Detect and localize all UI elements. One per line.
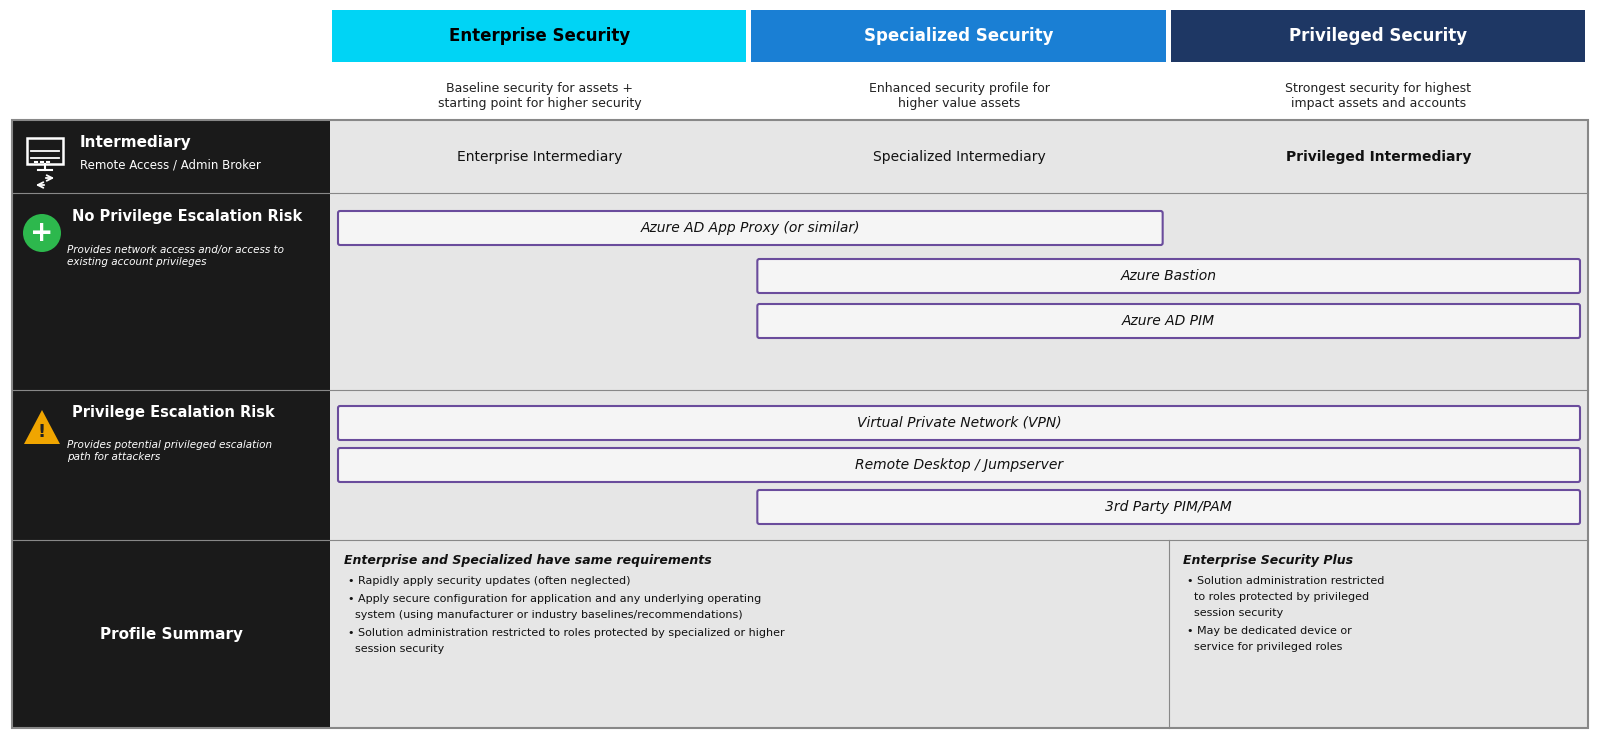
- Circle shape: [22, 214, 61, 252]
- FancyBboxPatch shape: [338, 448, 1581, 482]
- Text: Profile Summary: Profile Summary: [99, 627, 243, 641]
- Text: Azure AD App Proxy (or similar): Azure AD App Proxy (or similar): [640, 221, 861, 235]
- Text: Provides potential privileged escalation
path for attackers: Provides potential privileged escalation…: [67, 440, 272, 461]
- Text: Virtual Private Network (VPN): Virtual Private Network (VPN): [856, 416, 1061, 430]
- Text: +: +: [30, 219, 54, 247]
- Text: Azure Bastion: Azure Bastion: [1120, 269, 1216, 283]
- Text: Specialized Intermediary: Specialized Intermediary: [872, 458, 1045, 472]
- Text: system (using manufacturer or industry baselines/recommendations): system (using manufacturer or industry b…: [349, 610, 742, 620]
- Text: Enterprise Security Plus: Enterprise Security Plus: [1182, 554, 1352, 567]
- Text: Intermediary: Intermediary: [80, 134, 192, 150]
- Text: • May be dedicated device or: • May be dedicated device or: [1187, 626, 1352, 636]
- Text: No Privilege Escalation Risk: No Privilege Escalation Risk: [72, 210, 302, 224]
- Text: session security: session security: [349, 644, 445, 654]
- Text: Enterprise and Specialized have same requirements: Enterprise and Specialized have same req…: [344, 554, 712, 567]
- Text: Azure AD PIM: Azure AD PIM: [1122, 314, 1216, 328]
- FancyBboxPatch shape: [338, 406, 1581, 440]
- Bar: [752, 10, 1166, 62]
- Polygon shape: [24, 410, 61, 444]
- Bar: [330, 120, 1587, 728]
- Bar: [27, 138, 62, 164]
- Text: Specialized Security: Specialized Security: [864, 27, 1054, 45]
- Text: Privileged Intermediary: Privileged Intermediary: [1286, 458, 1470, 472]
- Bar: [1171, 10, 1586, 62]
- Text: Provides network access and/or access to
existing account privileges: Provides network access and/or access to…: [67, 245, 285, 266]
- Text: • Apply secure configuration for application and any underlying operating: • Apply secure configuration for applica…: [349, 594, 762, 604]
- Text: Enhanced security profile for
higher value assets: Enhanced security profile for higher val…: [869, 82, 1050, 110]
- Text: Privilege Escalation Risk: Privilege Escalation Risk: [72, 404, 275, 419]
- Bar: [13, 120, 1587, 728]
- Text: • Solution administration restricted: • Solution administration restricted: [1187, 576, 1384, 586]
- Text: Baseline security for assets +
starting point for higher security: Baseline security for assets + starting …: [438, 82, 642, 110]
- Text: Remote Desktop / Jumpserver: Remote Desktop / Jumpserver: [854, 458, 1062, 472]
- Text: Strongest security for highest
impact assets and accounts: Strongest security for highest impact as…: [1285, 82, 1472, 110]
- Text: 3rd Party PIM/PAM: 3rd Party PIM/PAM: [1106, 500, 1232, 514]
- FancyBboxPatch shape: [757, 490, 1581, 524]
- Text: • Solution administration restricted to roles protected by specialized or higher: • Solution administration restricted to …: [349, 628, 784, 638]
- Bar: [333, 10, 746, 62]
- Text: to roles protected by privileged: to roles protected by privileged: [1187, 592, 1368, 602]
- Text: Privileged Security: Privileged Security: [1290, 27, 1467, 45]
- Text: Enterprise Security: Enterprise Security: [450, 27, 630, 45]
- FancyBboxPatch shape: [757, 304, 1581, 338]
- Text: Specialized Intermediary: Specialized Intermediary: [872, 150, 1045, 164]
- Text: Privileged Intermediary: Privileged Intermediary: [1286, 150, 1470, 164]
- Text: • Rapidly apply security updates (often neglected): • Rapidly apply security updates (often …: [349, 576, 630, 586]
- Text: Remote Access / Admin Broker: Remote Access / Admin Broker: [80, 159, 261, 171]
- FancyBboxPatch shape: [338, 211, 1163, 245]
- Text: Enterprise Intermediary: Enterprise Intermediary: [458, 458, 622, 472]
- Text: session security: session security: [1187, 608, 1283, 618]
- Bar: [13, 120, 330, 728]
- Text: !: !: [38, 423, 46, 441]
- FancyBboxPatch shape: [757, 259, 1581, 293]
- Text: Enterprise Intermediary: Enterprise Intermediary: [458, 150, 622, 164]
- Text: service for privileged roles: service for privileged roles: [1187, 642, 1342, 652]
